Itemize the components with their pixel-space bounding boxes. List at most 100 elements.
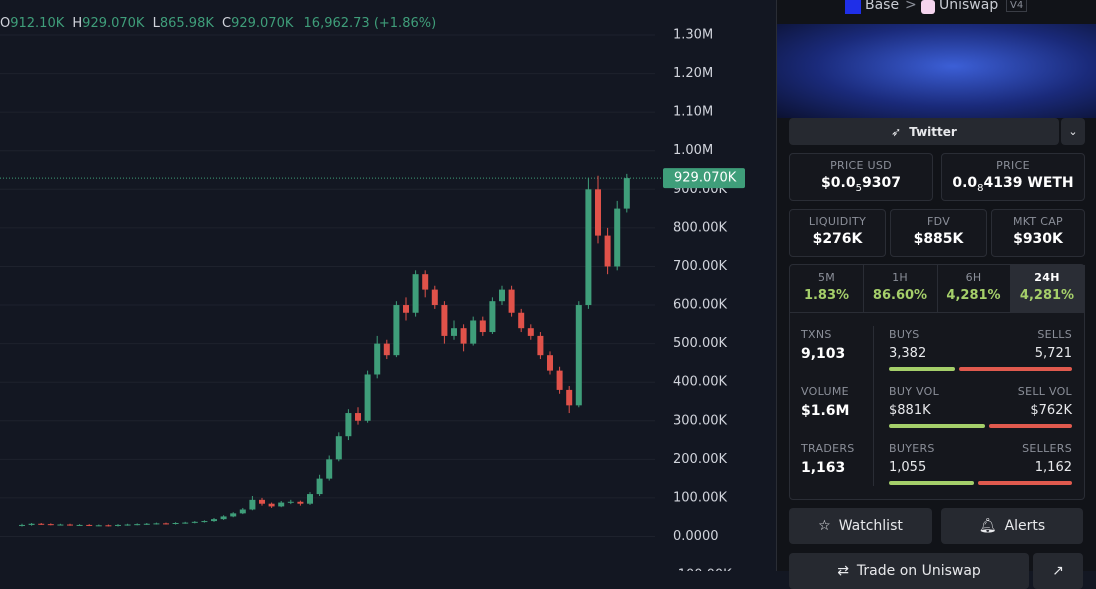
candle-body	[201, 521, 208, 523]
stat-left-value: $881K	[889, 403, 931, 418]
timeframe-tab[interactable]: 6H 4,281%	[937, 265, 1011, 313]
buy-bar	[889, 367, 955, 371]
price-label: PRICE	[996, 159, 1030, 172]
timeframe-label: 1H	[892, 271, 908, 284]
legend-low: 865.98K	[160, 16, 214, 31]
candle-body	[67, 524, 73, 526]
price-pre: $0.0	[821, 175, 856, 191]
candle-body	[604, 235, 611, 267]
stat-value: 1,163	[801, 460, 846, 476]
stat-value: 9,103	[801, 346, 846, 362]
metric-value: $276K	[812, 231, 863, 247]
metric-box: MKT CAP $930K	[991, 209, 1085, 257]
candle-body	[307, 494, 313, 504]
stat-label: TXNS	[801, 328, 832, 341]
divider	[873, 326, 874, 486]
dex[interactable]: Uniswap	[939, 0, 999, 13]
alerts-button[interactable]: 🔔︎ Alerts	[941, 508, 1083, 544]
candle-body	[211, 519, 217, 522]
candle-body	[220, 516, 227, 520]
watchlist-button[interactable]: ☆ Watchlist	[789, 508, 932, 544]
legend-key: H	[72, 16, 82, 31]
candle-body	[95, 525, 102, 527]
watchlist-label: Watchlist	[838, 518, 903, 534]
price: 0.084139 WETH	[942, 175, 1084, 194]
candle-body	[249, 499, 256, 510]
stat-right-value: $762K	[1030, 403, 1072, 418]
candle-body	[566, 389, 573, 406]
candle-body	[115, 524, 121, 526]
legend-close: 929.070K	[231, 16, 294, 31]
candle-body	[518, 312, 525, 329]
timeframe-tab[interactable]: 5M 1.83%	[790, 265, 864, 313]
y-tick-label: 300.00K	[673, 413, 727, 428]
version: V4	[1006, 0, 1028, 12]
candle-body	[383, 343, 390, 356]
timeframe-tab[interactable]: 1H 86.60%	[863, 265, 938, 313]
expand-button[interactable]: ⌄	[1061, 118, 1085, 145]
external-button[interactable]: ↗	[1033, 553, 1083, 589]
last-price-box	[663, 168, 745, 189]
stat-right-value: 5,721	[1034, 346, 1072, 361]
price-box: PRICE 0.084139 WETH	[941, 153, 1085, 201]
star-icon: ☆	[818, 518, 831, 534]
candle-body	[134, 524, 141, 526]
legend-key: L	[153, 16, 161, 31]
y-tick-label: 1.20M	[673, 66, 713, 81]
sell-bar	[978, 481, 1072, 485]
candle-body	[28, 523, 35, 525]
candle-body	[239, 509, 246, 514]
candle-body	[335, 436, 342, 460]
twitter-label: Twitter	[909, 124, 957, 139]
candle-body	[460, 328, 467, 344]
chain[interactable]: Base	[865, 0, 900, 13]
banner-image	[777, 24, 1096, 118]
price-usd-box: PRICE USD $0.059307	[789, 153, 933, 201]
y-tick-label: -100.00K	[673, 568, 732, 571]
timeframe-change: 4,281%	[1019, 288, 1075, 303]
price-pre: 0.0	[952, 175, 978, 191]
y-tick-label: 800.00K	[673, 220, 727, 235]
timeframe-label: 24H	[1034, 271, 1060, 284]
stat-left-label: BUYS	[889, 328, 920, 341]
metric-box: LIQUIDITY $276K	[789, 209, 886, 257]
sell-bar	[958, 367, 1072, 371]
twitter-button[interactable]: ➶ Twitter	[789, 118, 1059, 145]
legend: O912.10K H929.070K L865.98K C929.070K 16…	[0, 16, 436, 31]
stat-left-value: 1,055	[889, 460, 927, 475]
metric-label: MKT CAP	[1012, 215, 1063, 228]
stat-left-label: BUY VOL	[889, 385, 940, 398]
candle-body	[76, 524, 83, 526]
candle-body	[364, 374, 371, 421]
y-tick-label: 200.00K	[673, 452, 727, 467]
candle-body	[38, 523, 45, 525]
candle-body	[623, 178, 630, 209]
candle-body	[19, 524, 25, 526]
candle-body	[547, 355, 553, 371]
timeframe-label: 5M	[817, 271, 836, 284]
stat-label: VOLUME	[801, 385, 849, 398]
timeframe-change: 1.83%	[803, 288, 850, 303]
candle-body	[614, 208, 621, 267]
candle-body	[499, 289, 505, 302]
candle-body	[470, 320, 477, 344]
candle-body	[326, 459, 333, 479]
timeframe-label: 6H	[965, 271, 982, 284]
y-tick-label: 100.00K	[673, 490, 727, 505]
trade-button[interactable]: ⇄ Trade on Uniswap	[789, 553, 1029, 589]
legend-key: O	[0, 16, 10, 31]
stat-right-label: SELL VOL	[1017, 385, 1072, 398]
alerts-label: Alerts	[1004, 518, 1046, 534]
candle-body	[537, 335, 544, 356]
candle-body	[316, 478, 323, 495]
candle-body	[556, 370, 563, 390]
candle-body	[278, 502, 285, 507]
stat-right-label: SELLERS	[1022, 442, 1072, 455]
candle-body	[268, 503, 275, 507]
candle-body	[163, 523, 169, 525]
legend-change: 16,962.73 (+1.86%)	[304, 16, 437, 31]
metric-label: LIQUIDITY	[808, 215, 867, 228]
y-tick-label: 1.30M	[673, 28, 713, 43]
timeframe-tab[interactable]: 24H 4,281%	[1010, 265, 1085, 313]
